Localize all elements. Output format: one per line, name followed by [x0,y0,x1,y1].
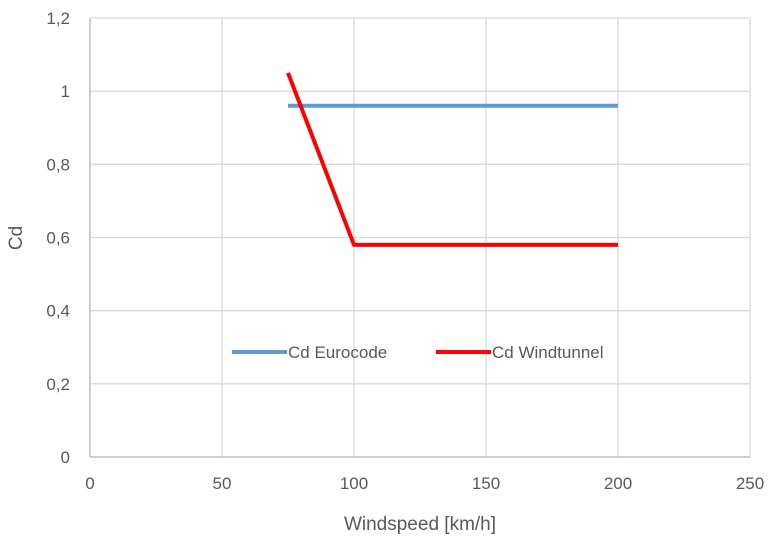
x-tick-label: 0 [85,474,94,493]
x-tick-label: 150 [472,474,500,493]
tick-labels: 0 0,2 0,4 0,6 0,8 1 1,2 0 50 100 150 200 250 [46,9,764,493]
x-tick-label: 100 [340,474,368,493]
y-tick-label: 0,6 [46,229,70,248]
y-tick-label: 0,4 [46,302,70,321]
plot-series [286,72,618,247]
y-axis-title: Cd [6,226,27,250]
y-tick-label: 0,2 [46,375,70,394]
x-tick-label: 200 [604,474,632,493]
series-line-cd-windtunnel [286,72,618,247]
y-tick-label: 0,8 [46,155,70,174]
legend-label-cd-eurocode: Cd Eurocode [288,343,387,362]
legend: Cd Eurocode Cd Windtunnel [232,343,604,362]
y-tick-label: 0 [61,448,70,467]
x-axis-title: Windspeed [km/h] [344,514,496,535]
axes [89,18,750,458]
gridlines [90,17,751,457]
x-tick-label: 250 [736,474,764,493]
y-tick-label: 1,2 [46,9,70,28]
x-tick-label: 50 [213,474,232,493]
y-tick-label: 1 [61,82,70,101]
legend-label-cd-windtunnel: Cd Windtunnel [492,343,604,362]
